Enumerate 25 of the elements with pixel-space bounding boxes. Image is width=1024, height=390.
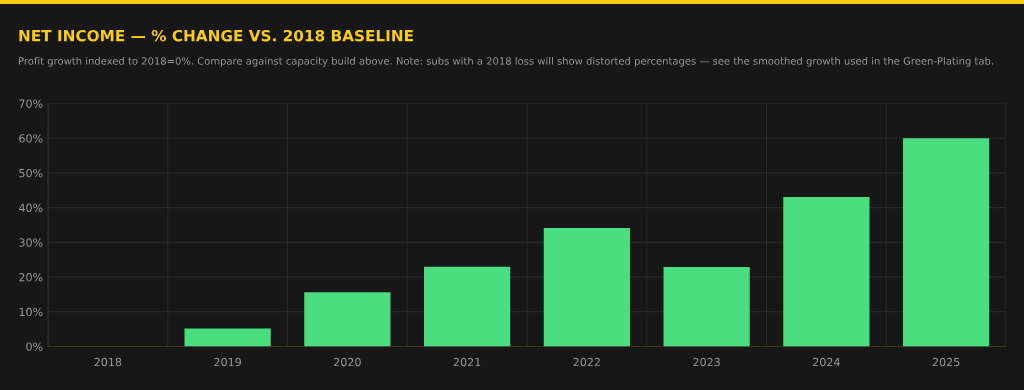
x-tick-label: 2025	[932, 357, 960, 367]
x-tick-label: 2023	[693, 357, 720, 367]
y-tick-label: 0%	[26, 342, 43, 351]
y-tick-label: 60%	[19, 134, 43, 143]
bar	[424, 266, 511, 347]
y-tick-label: 20%	[19, 273, 43, 282]
chart-subtitle: Profit growth indexed to 2018=0%. Compare against capacity build above. Note: subs with a 2018 loss will show distorted percentages — see the smoothed growth used in the Green-Plating tab.	[18, 57, 993, 67]
x-tick-label: 2024	[813, 357, 840, 367]
bar	[304, 292, 391, 347]
x-tick-label: 2019	[214, 357, 241, 367]
x-tick-label: 2020	[334, 357, 361, 367]
x-tick-label: 2018	[94, 357, 122, 367]
y-tick-label: 10%	[19, 307, 43, 317]
y-tick-label: 40%	[18, 203, 43, 213]
x-tick-label: 2021	[453, 357, 481, 367]
y-tick-label: 30%	[19, 238, 43, 247]
bar	[184, 328, 271, 347]
bar	[783, 196, 870, 347]
bar	[543, 228, 630, 347]
y-tick-label: 50%	[19, 168, 43, 178]
bar	[663, 267, 750, 347]
y-tick-label: 70%	[19, 99, 43, 108]
chart-title: NET INCOME — % CHANGE VS. 2018 BASELINE	[19, 29, 413, 42]
x-tick-label: 2022	[573, 357, 600, 367]
bar	[903, 138, 990, 347]
